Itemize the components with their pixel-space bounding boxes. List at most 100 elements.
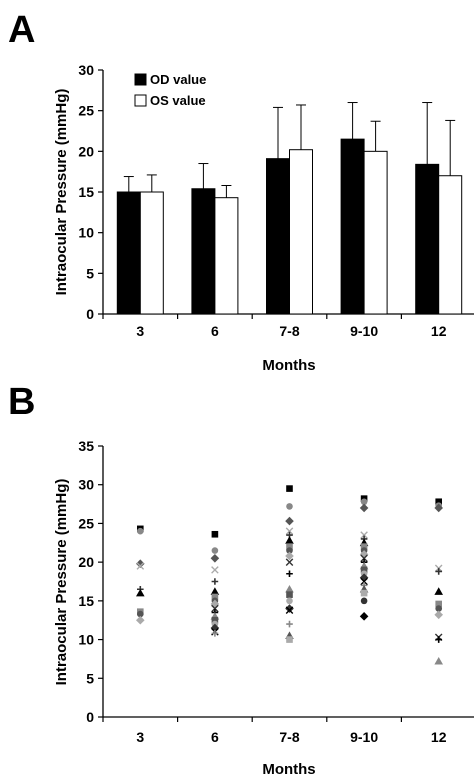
chart-b-point [434,610,443,620]
chart-b-point [434,587,443,595]
chart-b-x-tick-label: 3 [136,729,144,745]
chart-a-y-tick-label: 20 [78,143,94,159]
chart-b-point [285,604,294,613]
chart-b-point [286,543,293,550]
chart-b-x-tick-label: 7-8 [279,729,299,745]
chart-b-y-tick-label: 30 [78,477,94,493]
chart-b-point [435,600,442,608]
chart-b-point [435,636,442,643]
panel-label-a: A [8,9,35,51]
chart-b-y-tick-label: 0 [86,709,94,725]
scatter-chart: Intraocular Pressure (mmHg) Months 0 5 10 1… [53,438,474,778]
chart-a-y-tick-label: 30 [78,62,94,78]
chart-b-point [211,616,219,624]
chart-b-x-tick-label: 6 [211,729,219,745]
od-bar [191,188,216,315]
os-bar [214,197,239,315]
chart-a-y-axis-title: Intraocular Pressure (mmHg) [53,89,70,296]
chart-b-point [435,568,442,575]
chart-b-point [136,562,145,570]
chart-b-point [211,604,219,613]
chart-b-point [360,543,368,550]
chart-a-x-tick-label: 6 [211,323,219,339]
chart-b-point [360,554,368,563]
legend-swatch [134,94,147,107]
chart-b-point [360,531,368,539]
chart-b-point [136,559,145,568]
chart-b-point [137,610,144,618]
chart-b-point [286,597,293,605]
chart-a-y-tick-label: 10 [78,225,94,241]
chart-b-point [211,566,219,574]
chart-b-point [286,547,293,554]
chart-a-x-tick-label: 12 [431,323,447,339]
chart-b-y-axis-title: Intraocular Pressure (mmHg) [53,479,70,686]
chart-a-y-tick-label: 25 [78,103,94,119]
chart-b-y-tick-label: 35 [78,438,94,454]
chart-b-point [360,597,368,605]
od-bar [415,163,440,315]
os-bar [289,149,313,315]
chart-b-y-tick-label: 10 [78,632,94,648]
chart-b-x-tick-label: 9-10 [350,729,378,745]
chart-b-x-axis-title: Months [262,761,315,778]
chart-b-point [211,578,219,585]
chart-b-point [286,485,293,492]
chart-a-x-axis-title: Months [262,357,315,374]
chart-b-point [285,516,294,526]
chart-b-point [359,503,369,513]
chart-b-point [286,620,293,628]
chart-b-point [210,553,220,563]
chart-b-point [286,570,293,578]
chart-a-y-tick-label: 5 [86,265,94,281]
chart-b-point [285,558,294,566]
chart-b-point [286,591,293,598]
panel-label-b: B [8,381,35,423]
chart-b-point [360,589,368,597]
chart-b-point [434,656,443,665]
chart-b-point [285,584,294,593]
chart-a-x-tick-label: 9-10 [350,323,378,339]
chart-b-x-tick-label: 12 [431,729,447,745]
chart-b-point [285,551,294,561]
od-bar [266,158,290,315]
chart-b-point [285,536,294,544]
chart-b-point [136,588,145,597]
chart-b-point [210,623,220,633]
chart-b-y-tick-label: 25 [78,515,94,531]
chart-b-point [359,612,369,621]
chart-b-point [360,498,368,506]
chart-b-point [137,527,144,535]
chart-b-point [286,503,293,510]
chart-a-y-tick-label: 15 [78,184,94,200]
legend-swatch [134,73,147,86]
chart-a-y-tick-label: 0 [86,306,94,322]
chart-b-point [285,606,294,614]
chart-b-point [434,503,443,513]
chart-b-point [211,547,219,554]
bar-chart: Intraocular Pressure (mmHg) Months 0 5 10 1… [53,62,474,374]
legend-label: OD value [150,72,206,87]
chart-b-point [211,630,219,637]
chart-b-point [285,527,294,535]
chart-b-point [211,593,219,601]
chart-b-point [360,566,368,574]
chart-b-point [435,605,443,612]
chart-b-y-tick-label: 20 [78,554,94,570]
chart-b-point [211,530,219,538]
os-bar [363,150,388,315]
os-bar [139,191,164,315]
chart-b-point [360,577,368,586]
chart-a-x-tick-label: 7-8 [279,323,299,339]
os-bar [438,175,463,315]
chart-a-x-tick-label: 3 [136,323,144,339]
chart-b-point [210,587,220,595]
chart-b-point [136,615,145,625]
chart-b-point [435,498,442,506]
chart-b-y-tick-label: 5 [86,670,94,686]
od-bar [116,191,141,315]
chart-b-point [286,636,293,643]
chart-b-y-tick-label: 15 [78,593,94,609]
